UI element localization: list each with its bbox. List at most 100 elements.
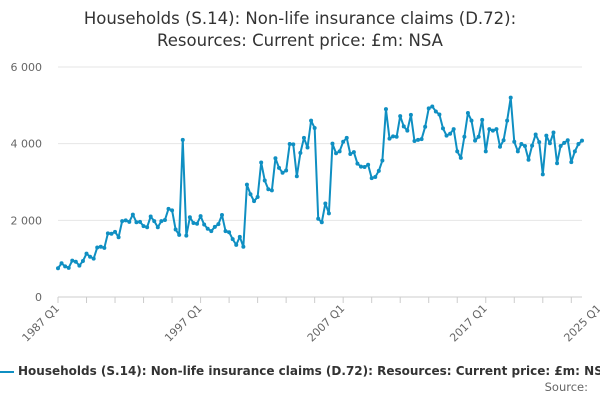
data-point[interactable]	[152, 219, 157, 224]
data-point[interactable]	[134, 220, 139, 225]
data-point[interactable]	[255, 194, 260, 199]
data-point[interactable]	[341, 139, 346, 144]
data-point[interactable]	[88, 254, 93, 259]
data-point[interactable]	[569, 160, 574, 165]
data-point[interactable]	[212, 224, 217, 229]
data-point[interactable]	[159, 219, 164, 224]
data-point[interactable]	[127, 219, 132, 224]
data-point[interactable]	[362, 165, 367, 170]
data-point[interactable]	[537, 140, 542, 145]
data-point[interactable]	[184, 233, 189, 238]
data-point[interactable]	[383, 107, 388, 112]
data-point[interactable]	[426, 106, 431, 111]
data-point[interactable]	[433, 109, 438, 114]
data-point[interactable]	[419, 137, 424, 142]
data-point[interactable]	[522, 143, 527, 148]
data-point[interactable]	[109, 231, 114, 236]
data-point[interactable]	[440, 126, 445, 131]
data-point[interactable]	[487, 127, 492, 132]
data-point[interactable]	[351, 150, 356, 155]
legend[interactable]: Households (S.14): Non-life insurance cl…	[0, 364, 600, 378]
data-point[interactable]	[394, 134, 399, 139]
data-point[interactable]	[334, 151, 339, 156]
data-point[interactable]	[494, 127, 499, 132]
data-point[interactable]	[316, 216, 321, 221]
data-point[interactable]	[505, 118, 510, 123]
data-point[interactable]	[77, 263, 82, 268]
data-point[interactable]	[555, 161, 560, 166]
data-point[interactable]	[209, 229, 214, 234]
data-point[interactable]	[305, 145, 310, 150]
data-point[interactable]	[148, 214, 153, 219]
data-point[interactable]	[95, 245, 100, 250]
data-point[interactable]	[512, 139, 517, 144]
data-point[interactable]	[387, 136, 392, 141]
data-point[interactable]	[326, 211, 331, 216]
data-point[interactable]	[59, 261, 64, 266]
data-point[interactable]	[565, 138, 570, 143]
data-point[interactable]	[166, 206, 171, 211]
data-point[interactable]	[91, 256, 96, 261]
data-point[interactable]	[423, 124, 428, 129]
data-point[interactable]	[508, 95, 513, 100]
data-point[interactable]	[70, 258, 75, 263]
data-point[interactable]	[412, 138, 417, 143]
data-point[interactable]	[330, 141, 335, 146]
data-point[interactable]	[558, 143, 563, 148]
data-point[interactable]	[202, 222, 207, 227]
data-point[interactable]	[277, 165, 282, 170]
data-point[interactable]	[145, 225, 150, 230]
data-point[interactable]	[113, 229, 118, 234]
data-point[interactable]	[262, 178, 267, 183]
data-point[interactable]	[180, 137, 185, 142]
data-point[interactable]	[219, 212, 224, 217]
data-point[interactable]	[469, 118, 474, 123]
data-point[interactable]	[458, 155, 463, 160]
data-point[interactable]	[451, 127, 456, 132]
data-point[interactable]	[444, 133, 449, 138]
data-point[interactable]	[269, 188, 274, 193]
data-point[interactable]	[373, 175, 378, 180]
data-point[interactable]	[401, 124, 406, 129]
data-point[interactable]	[530, 143, 535, 148]
data-point[interactable]	[437, 112, 442, 117]
data-point[interactable]	[80, 258, 85, 263]
data-point[interactable]	[244, 182, 249, 187]
data-point[interactable]	[120, 219, 125, 224]
data-point[interactable]	[298, 150, 303, 155]
data-point[interactable]	[98, 244, 103, 249]
data-point[interactable]	[223, 229, 228, 234]
data-point[interactable]	[116, 235, 121, 240]
data-point[interactable]	[480, 117, 485, 122]
data-point[interactable]	[198, 214, 203, 219]
data-point[interactable]	[230, 237, 235, 242]
data-point[interactable]	[63, 264, 68, 269]
data-point[interactable]	[130, 212, 135, 217]
data-point[interactable]	[501, 138, 506, 143]
data-point[interactable]	[301, 135, 306, 140]
data-point[interactable]	[476, 134, 481, 139]
data-point[interactable]	[173, 227, 178, 232]
data-point[interactable]	[355, 161, 360, 166]
data-point[interactable]	[73, 259, 78, 264]
data-point[interactable]	[572, 149, 577, 154]
data-point[interactable]	[533, 132, 538, 137]
data-point[interactable]	[66, 265, 71, 270]
data-point[interactable]	[319, 220, 324, 225]
data-point[interactable]	[483, 149, 488, 154]
data-point[interactable]	[248, 192, 253, 197]
data-point[interactable]	[515, 149, 520, 154]
data-point[interactable]	[227, 230, 232, 235]
data-point[interactable]	[266, 187, 271, 192]
data-point[interactable]	[576, 142, 581, 147]
data-point[interactable]	[547, 141, 552, 146]
data-point[interactable]	[323, 201, 328, 206]
data-point[interactable]	[170, 208, 175, 213]
data-point[interactable]	[252, 199, 257, 204]
data-point[interactable]	[490, 128, 495, 133]
data-point[interactable]	[498, 144, 503, 149]
data-point[interactable]	[187, 215, 192, 220]
data-point[interactable]	[191, 221, 196, 226]
data-point[interactable]	[448, 131, 453, 136]
data-point[interactable]	[312, 125, 317, 130]
